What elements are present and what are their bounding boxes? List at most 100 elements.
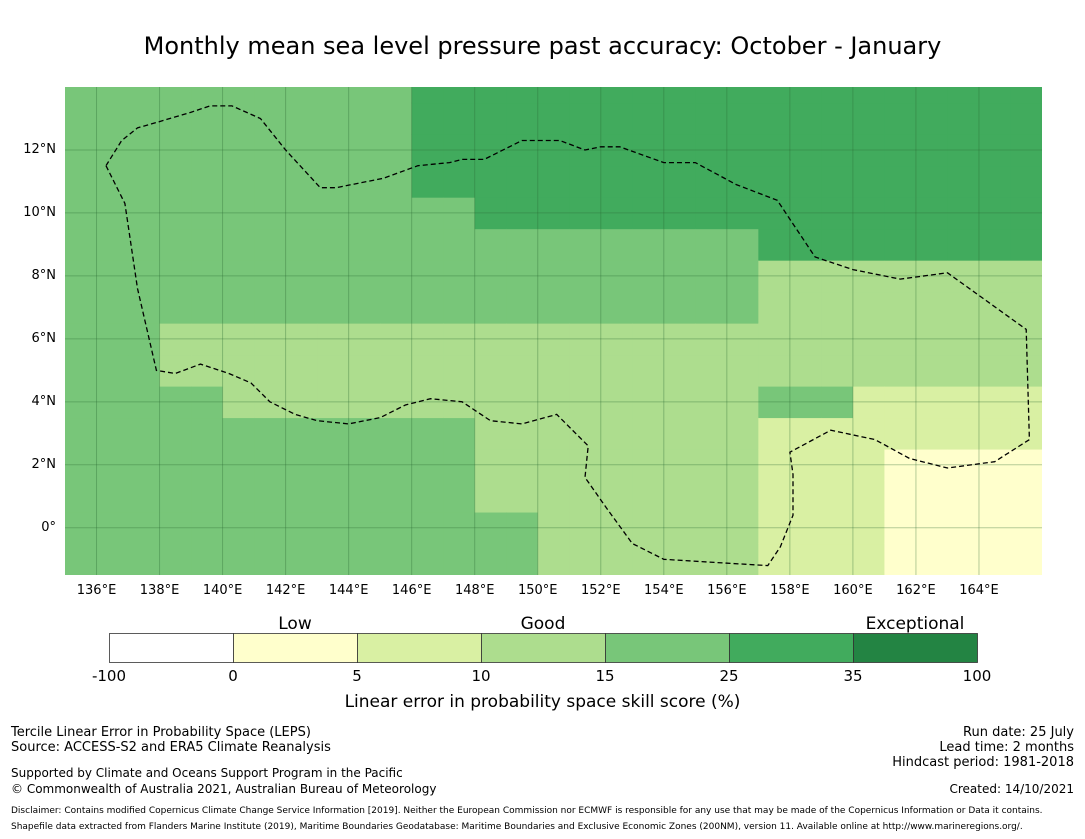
skill-cell [600, 291, 633, 324]
skill-cell [317, 87, 350, 104]
skill-cell [285, 165, 318, 198]
skill-cell [915, 197, 948, 230]
skill-cell [758, 197, 791, 230]
skill-cell [537, 291, 570, 324]
skill-cell [222, 134, 255, 167]
skill-cell [600, 260, 633, 293]
skill-cell [569, 165, 602, 198]
skill-cell [632, 323, 665, 356]
skill-cell [474, 354, 507, 387]
skill-cell [978, 134, 1011, 167]
skill-cell [758, 354, 791, 387]
skill-cell [159, 480, 192, 513]
skill-cell [821, 354, 854, 387]
skill-cell [380, 87, 413, 104]
skill-cell [443, 480, 476, 513]
skill-cell [506, 449, 539, 482]
longitude-tick-label: 162°E [896, 583, 936, 598]
skill-cell [506, 228, 539, 261]
skill-cell [758, 417, 791, 450]
skill-cell [474, 417, 507, 450]
colorbar-tick-label: 10 [471, 667, 491, 685]
skill-cell [222, 87, 255, 104]
longitude-tick-label: 144°E [328, 583, 369, 598]
skill-cell [254, 354, 287, 387]
skill-cell [947, 260, 980, 293]
skill-cell [317, 197, 350, 230]
skill-cell [474, 260, 507, 293]
skill-cell [978, 543, 1011, 575]
skill-cell [506, 480, 539, 513]
skill-cell [65, 228, 98, 261]
skill-cell [285, 354, 318, 387]
skill-cell [222, 417, 255, 450]
skill-cell [1010, 165, 1042, 198]
skill-cell [978, 102, 1011, 135]
skill-cell [915, 386, 948, 419]
skill-cell [632, 417, 665, 450]
colorbar-segment [729, 633, 854, 663]
skill-cell [159, 102, 192, 135]
skill-cell [852, 449, 885, 482]
skill-cell [191, 260, 224, 293]
skill-cell [695, 87, 728, 104]
skill-cell [915, 449, 948, 482]
skill-cell [411, 386, 444, 419]
colorbar-segment [853, 633, 978, 663]
skill-cell [159, 197, 192, 230]
skill-cell [254, 228, 287, 261]
skill-cell [411, 87, 444, 104]
skill-cell [128, 102, 161, 135]
skill-cell [915, 543, 948, 575]
skill-cell [884, 165, 917, 198]
skill-cell [978, 260, 1011, 293]
skill-cell [474, 543, 507, 575]
skill-cell [65, 134, 98, 167]
skill-cell [726, 228, 759, 261]
skill-cell [128, 543, 161, 575]
skill-cell [128, 417, 161, 450]
footer-created: Created: 14/10/2021 [949, 782, 1074, 796]
skill-cell [569, 480, 602, 513]
skill-cell [1010, 386, 1042, 419]
skill-cell [537, 512, 570, 545]
footer-hindcast: Hindcast period: 1981-2018 [892, 755, 1074, 770]
skill-cell [254, 480, 287, 513]
skill-cell [789, 260, 822, 293]
skill-cell [852, 165, 885, 198]
skill-cell [569, 260, 602, 293]
skill-cell [159, 449, 192, 482]
skill-cell [947, 165, 980, 198]
skill-cell [411, 260, 444, 293]
skill-cell [947, 197, 980, 230]
skill-cell [1010, 449, 1042, 482]
skill-cell [915, 165, 948, 198]
skill-cell [978, 386, 1011, 419]
skill-cell [947, 291, 980, 324]
skill-cell [474, 512, 507, 545]
skill-cell [695, 197, 728, 230]
skill-cell [789, 165, 822, 198]
skill-cell [569, 417, 602, 450]
skill-cell [380, 102, 413, 135]
skill-cell [852, 102, 885, 135]
longitude-tick-label: 136°E [76, 583, 117, 598]
skill-cell [128, 480, 161, 513]
skill-cell [222, 291, 255, 324]
skill-cell [474, 291, 507, 324]
skill-cell [411, 134, 444, 167]
skill-cell [159, 165, 192, 198]
skill-cell [317, 260, 350, 293]
skill-cell [506, 197, 539, 230]
skill-cell [537, 449, 570, 482]
skill-cell [222, 260, 255, 293]
skill-cell [695, 228, 728, 261]
skill-cell [65, 197, 98, 230]
skill-cell [474, 386, 507, 419]
skill-cell [600, 512, 633, 545]
skill-cell [632, 197, 665, 230]
longitude-tick-label: 146°E [391, 583, 432, 598]
skill-cell [380, 543, 413, 575]
skill-cell [632, 449, 665, 482]
skill-cell [254, 197, 287, 230]
